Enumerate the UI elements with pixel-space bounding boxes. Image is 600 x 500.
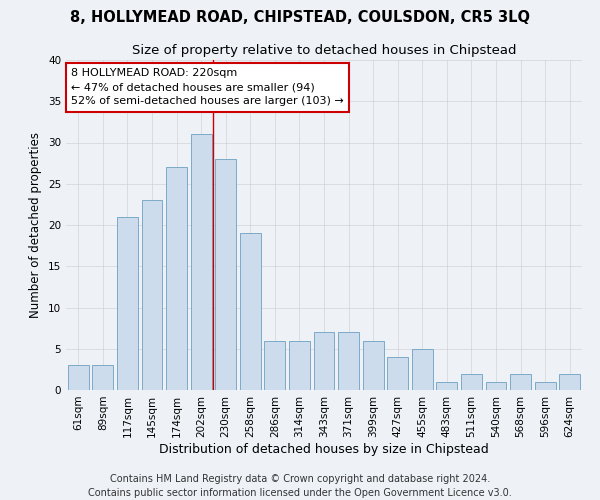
X-axis label: Distribution of detached houses by size in Chipstead: Distribution of detached houses by size … <box>159 442 489 456</box>
Bar <box>338 332 359 390</box>
Bar <box>265 340 286 390</box>
Bar <box>215 159 236 390</box>
Bar <box>68 365 89 390</box>
Bar <box>535 382 556 390</box>
Bar <box>412 349 433 390</box>
Bar <box>240 233 261 390</box>
Text: 8, HOLLYMEAD ROAD, CHIPSTEAD, COULSDON, CR5 3LQ: 8, HOLLYMEAD ROAD, CHIPSTEAD, COULSDON, … <box>70 10 530 25</box>
Bar <box>436 382 457 390</box>
Text: Contains HM Land Registry data © Crown copyright and database right 2024.
Contai: Contains HM Land Registry data © Crown c… <box>88 474 512 498</box>
Bar <box>92 365 113 390</box>
Bar <box>461 374 482 390</box>
Bar <box>387 357 408 390</box>
Bar <box>289 340 310 390</box>
Bar <box>362 340 383 390</box>
Y-axis label: Number of detached properties: Number of detached properties <box>29 132 43 318</box>
Text: 8 HOLLYMEAD ROAD: 220sqm
← 47% of detached houses are smaller (94)
52% of semi-d: 8 HOLLYMEAD ROAD: 220sqm ← 47% of detach… <box>71 68 344 106</box>
Bar <box>142 200 163 390</box>
Bar <box>559 374 580 390</box>
Title: Size of property relative to detached houses in Chipstead: Size of property relative to detached ho… <box>132 44 516 58</box>
Bar <box>510 374 531 390</box>
Bar <box>117 217 138 390</box>
Bar <box>191 134 212 390</box>
Bar <box>314 332 334 390</box>
Bar <box>166 167 187 390</box>
Bar <box>485 382 506 390</box>
